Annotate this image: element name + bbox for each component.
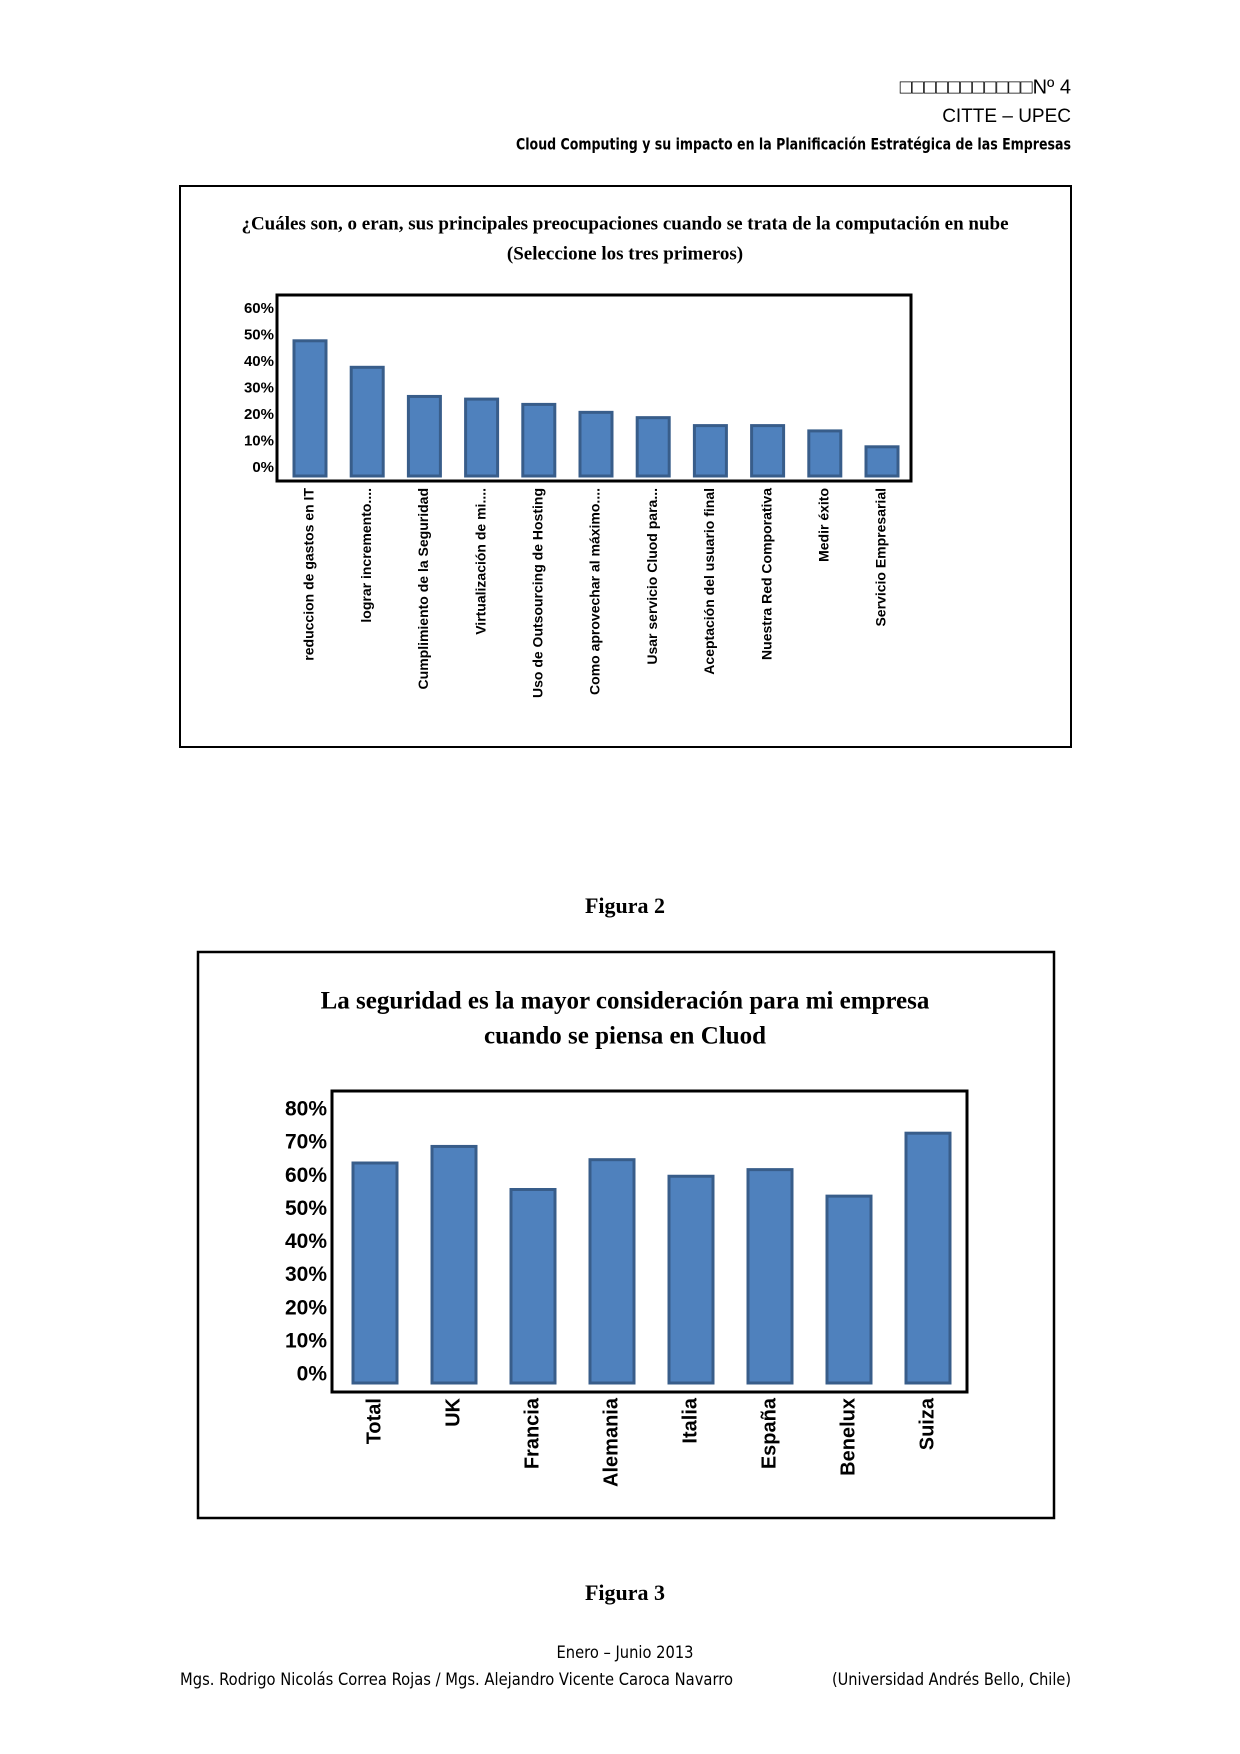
x-tick-label: Francia	[521, 1397, 543, 1469]
y-tick-label: 60%	[285, 1164, 327, 1187]
bar	[292, 339, 328, 478]
x-tick-label: Uso de Outsourcing de Hosting	[530, 488, 546, 698]
x-tick-label: Medir éxito	[816, 488, 832, 562]
chart-frame	[196, 950, 1056, 1520]
x-tick-label: Benelux	[837, 1398, 859, 1476]
caption: Figura 3	[585, 1580, 665, 1605]
bar	[464, 397, 500, 478]
chart-title: cuando se piensa en Cluod	[484, 1023, 766, 1050]
y-tick-label: 50%	[244, 326, 274, 343]
bar	[746, 1168, 794, 1385]
x-tick-label: Total	[363, 1398, 385, 1444]
bar	[667, 1174, 715, 1385]
x-tick-label: España	[758, 1397, 780, 1469]
bar	[807, 429, 843, 478]
x-tick-label: Usar servicio Cluod para...	[644, 488, 660, 665]
y-tick-label: 40%	[244, 353, 274, 370]
footer-affiliation: (Universidad Andrés Bello, Chile)	[832, 1670, 1071, 1690]
header-issue: □□□□□□□□□□□Nº 4	[900, 76, 1071, 98]
bar	[430, 1144, 478, 1385]
caption: Figura 2	[585, 893, 665, 918]
y-tick-label: 30%	[244, 379, 274, 396]
footer-date: Enero – Junio 2013	[557, 1643, 694, 1663]
y-tick-label: 10%	[244, 432, 274, 449]
x-tick-label: Nuestra Red Comporativa	[758, 488, 774, 660]
y-tick-label: 60%	[244, 300, 274, 317]
header-org: CITTE – UPEC	[942, 106, 1071, 127]
y-tick-label: 40%	[285, 1230, 327, 1253]
y-tick-label: 80%	[285, 1098, 327, 1121]
y-tick-label: 10%	[285, 1329, 327, 1352]
x-tick-label: Cumplimiento de la Seguridad	[415, 488, 431, 689]
bar	[825, 1194, 873, 1385]
bar	[750, 424, 786, 478]
chart-title: (Seleccione los tres primeros)	[507, 243, 743, 264]
y-tick-label: 70%	[285, 1131, 327, 1154]
x-tick-label: Servicio Empresarial	[873, 488, 889, 627]
chart-title: ¿Cuáles son, o eran, sus principales pre…	[241, 213, 1008, 234]
bar	[904, 1131, 952, 1385]
bar	[521, 402, 557, 478]
plot-frame	[275, 293, 913, 483]
x-tick-label: reduccion de gastos en IT	[301, 488, 317, 661]
bar	[578, 410, 614, 478]
y-tick-label: 0%	[297, 1363, 328, 1386]
header-title: Cloud Computing y su impacto en la Plani…	[516, 135, 1071, 154]
bar	[509, 1188, 557, 1385]
y-tick-label: 20%	[244, 406, 274, 423]
bar	[588, 1158, 636, 1385]
x-tick-label: Suiza	[916, 1397, 938, 1450]
x-tick-label: lograr incremento....	[358, 488, 374, 623]
y-tick-label: 50%	[285, 1197, 327, 1220]
bar	[406, 394, 442, 478]
x-tick-label: Virtualización de mi....	[472, 488, 488, 635]
bar	[349, 365, 385, 478]
bar	[692, 424, 728, 478]
y-tick-label: 20%	[285, 1296, 327, 1319]
bar	[635, 416, 671, 478]
y-tick-label: 30%	[285, 1263, 327, 1286]
bar	[864, 445, 900, 478]
x-tick-label: Aceptación del usuario final	[701, 488, 717, 675]
x-tick-label: UK	[442, 1397, 464, 1426]
y-tick-label: 0%	[252, 459, 274, 476]
x-tick-label: Italia	[679, 1397, 701, 1443]
x-tick-label: Alemania	[600, 1397, 622, 1487]
chart-frame	[179, 185, 1072, 748]
plot-frame	[330, 1089, 969, 1394]
chart-title: La seguridad es la mayor consideración p…	[321, 988, 930, 1015]
footer-authors: Mgs. Rodrigo Nicolás Correa Rojas / Mgs.…	[180, 1670, 733, 1690]
bar	[351, 1161, 399, 1385]
x-tick-label: Como aprovechar al máximo....	[587, 488, 603, 695]
